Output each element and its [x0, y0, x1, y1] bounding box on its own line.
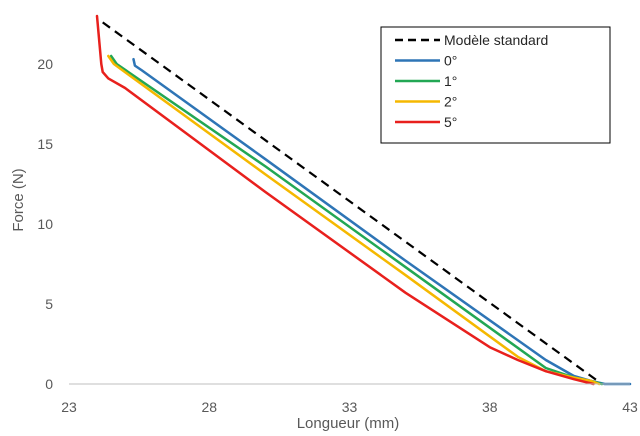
- x-axis-title: Longueur (mm): [297, 415, 400, 432]
- series-line-4: [95, 14, 595, 386]
- legend-label-3: 2°: [444, 94, 457, 110]
- y-tick-label-2: 10: [37, 216, 53, 232]
- legend-label-2: 1°: [444, 73, 457, 89]
- legend-label-4: 5°: [444, 114, 457, 130]
- x-tick-label-2: 33: [342, 399, 358, 415]
- series-line-3: [107, 54, 601, 386]
- plot-lines: [95, 14, 632, 386]
- x-tick-label-3: 38: [482, 399, 498, 415]
- y-tick-label-0: 0: [45, 376, 53, 392]
- tick-labels: 23 28 33 38 43 0 5 10 15 20: [37, 56, 638, 415]
- y-tick-label-3: 15: [37, 136, 53, 152]
- y-tick-label-4: 20: [37, 56, 53, 72]
- y-tick-label-1: 5: [45, 296, 53, 312]
- legend-box: [380, 26, 611, 144]
- x-tick-label-4: 43: [622, 399, 638, 415]
- legend-label-1: 0°: [444, 53, 457, 69]
- y-axis-title: Force (N): [10, 168, 27, 231]
- legend: Modèle standard 0° 1° 2° 5°: [380, 26, 611, 144]
- x-tick-label-0: 23: [61, 399, 77, 415]
- series-line-0: [102, 21, 603, 385]
- x-tick-label-1: 28: [201, 399, 217, 415]
- legend-label-0: Modèle standard: [444, 32, 548, 48]
